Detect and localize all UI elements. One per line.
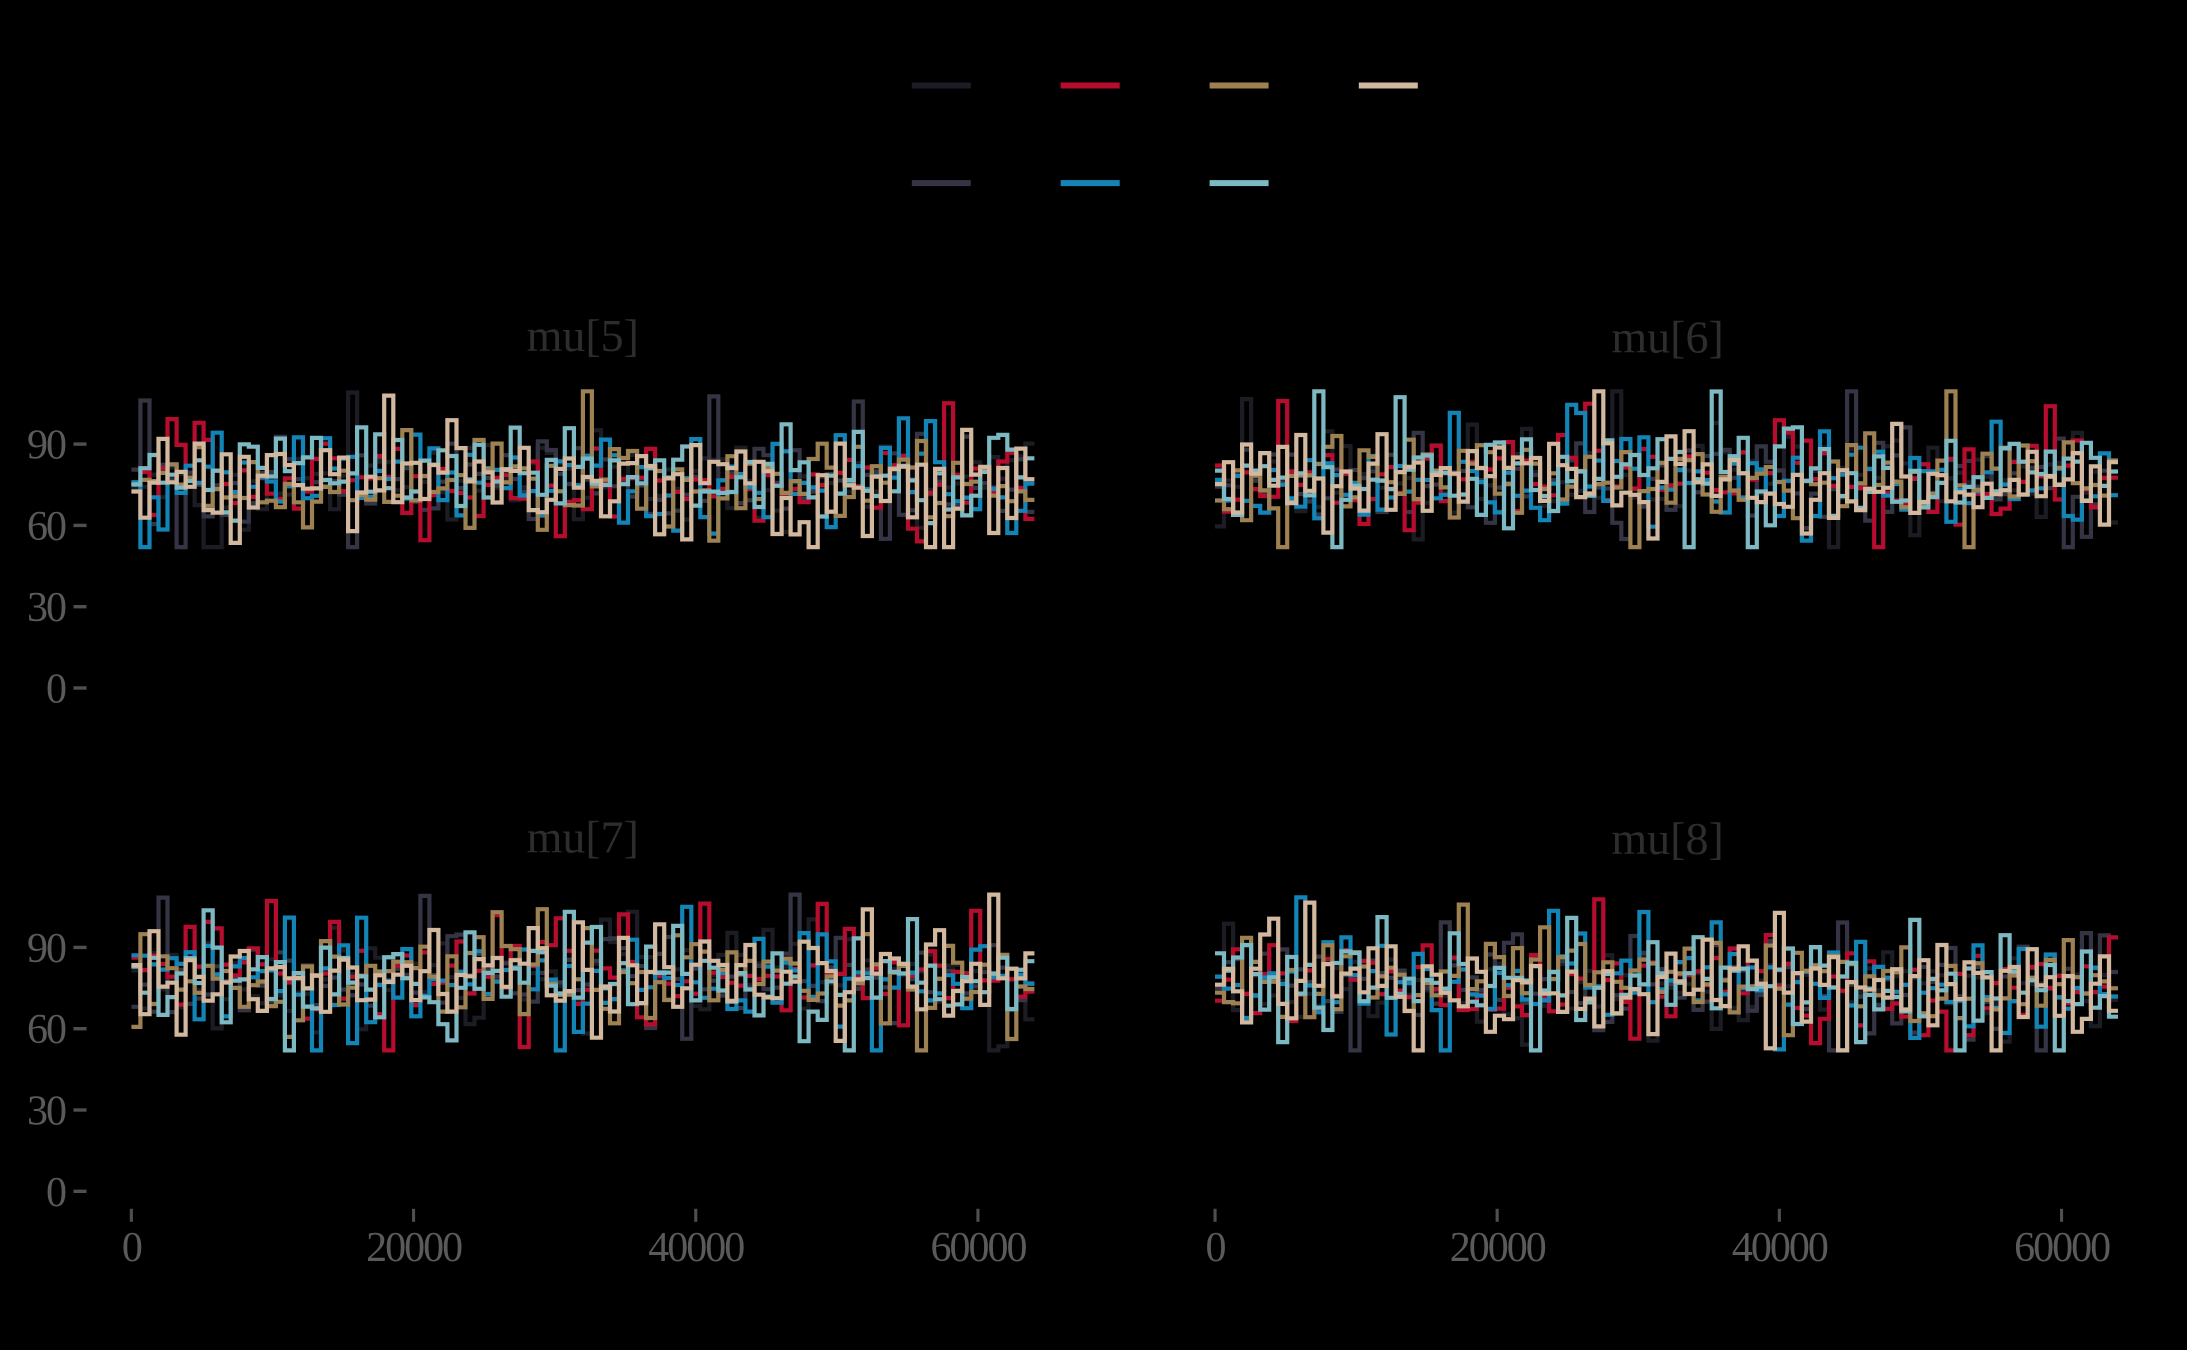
svg-text:20000: 20000 (366, 1225, 462, 1271)
svg-text:60: 60 (27, 1007, 66, 1053)
svg-text:20000: 20000 (1450, 1225, 1546, 1271)
svg-text:0: 0 (1206, 1225, 1226, 1271)
svg-text:0: 0 (46, 1170, 66, 1216)
svg-text:60000: 60000 (2014, 1225, 2110, 1271)
svg-text:0: 0 (122, 1225, 142, 1271)
svg-text:60000: 60000 (931, 1225, 1027, 1271)
svg-text:60: 60 (27, 504, 66, 550)
svg-text:mu[5]: mu[5] (527, 310, 639, 361)
svg-text:90: 90 (27, 926, 66, 972)
svg-text:0: 0 (46, 667, 66, 713)
svg-text:30: 30 (27, 585, 66, 631)
svg-text:mu[8]: mu[8] (1611, 813, 1723, 864)
svg-text:90: 90 (27, 423, 66, 469)
svg-text:40000: 40000 (1732, 1225, 1828, 1271)
svg-text:40000: 40000 (648, 1225, 744, 1271)
svg-text:mu[7]: mu[7] (527, 812, 639, 863)
svg-text:30: 30 (27, 1089, 66, 1135)
svg-text:mu[6]: mu[6] (1611, 312, 1723, 363)
